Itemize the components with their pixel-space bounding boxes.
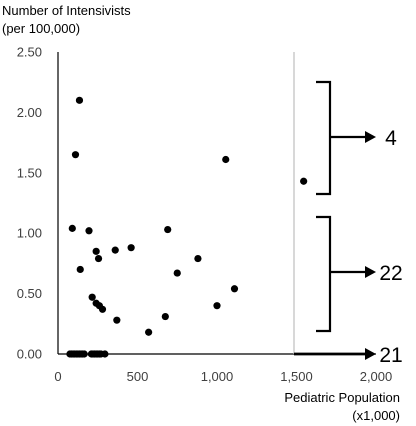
data-point <box>75 96 84 104</box>
data-point <box>173 269 181 277</box>
brace-top <box>316 80 368 196</box>
x-axis-title-line1: Pediatric Population <box>284 390 400 405</box>
data-point <box>98 305 107 313</box>
y-axis-ticks: 0.00 0.50 1.00 1.50 2.00 2.50 <box>17 45 42 362</box>
data-point <box>111 246 119 254</box>
x-axis-ticks: 0 500 1,000 1,500 2,000 <box>54 369 392 384</box>
brace-middle <box>316 215 368 333</box>
data-point <box>88 293 96 301</box>
data-point <box>76 265 84 274</box>
x-axis-title-line2: (x1,000) <box>352 408 400 423</box>
data-point <box>92 247 100 255</box>
data-point <box>161 312 169 321</box>
data-point <box>71 151 80 159</box>
data-point <box>68 224 76 232</box>
data-point <box>300 177 308 185</box>
x-tick-label: 0 <box>54 369 61 384</box>
data-point <box>213 302 221 310</box>
data-point <box>80 350 88 358</box>
x-tick-label: 1,000 <box>201 369 234 384</box>
data-point <box>127 244 135 252</box>
y-tick-label: 0.50 <box>17 286 42 301</box>
annotation-count-top: 4 <box>385 127 397 150</box>
y-tick-label: 2.00 <box>17 105 42 120</box>
data-point <box>145 328 153 336</box>
x-tick-label: 2,000 <box>360 369 393 384</box>
arrow-head-top <box>365 131 376 143</box>
data-point <box>85 227 93 235</box>
data-point <box>222 155 230 164</box>
y-axis-title-line2: (per 100,000) <box>2 21 80 36</box>
data-point <box>194 254 202 263</box>
data-point <box>101 350 109 358</box>
arrow-head-middle <box>365 266 376 278</box>
y-tick-label: 1.50 <box>17 165 42 180</box>
y-tick-label: 1.00 <box>17 226 42 241</box>
y-tick-label: 0.00 <box>17 347 42 362</box>
y-axis-title-line1: Number of Intensivists <box>2 3 131 18</box>
data-point <box>113 316 121 324</box>
arrow-head-bottom <box>365 348 376 360</box>
annotation-count-bottom: 21 <box>379 344 402 367</box>
y-tick-label: 2.50 <box>17 45 42 60</box>
data-point <box>94 254 103 263</box>
x-tick-label: 500 <box>127 369 149 384</box>
x-tick-label: 1,500 <box>280 369 313 384</box>
data-points <box>66 96 308 358</box>
data-point <box>230 285 239 293</box>
data-point <box>164 225 172 234</box>
annotation-count-middle: 22 <box>379 262 402 285</box>
